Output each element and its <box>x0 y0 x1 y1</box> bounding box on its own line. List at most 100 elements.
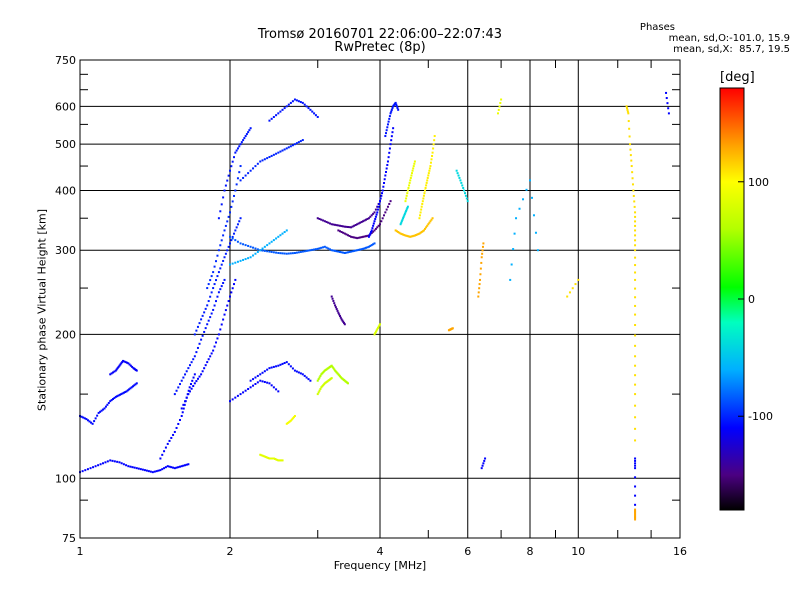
data-point <box>209 355 212 358</box>
x-tick-label: 8 <box>527 545 534 558</box>
data-point <box>268 367 271 370</box>
data-point <box>234 151 237 154</box>
data-point <box>220 323 223 326</box>
data-point <box>216 337 219 340</box>
data-point <box>316 217 319 220</box>
data-point <box>168 439 171 442</box>
data-point <box>213 283 216 286</box>
data-point <box>261 249 264 252</box>
data-point <box>223 229 226 232</box>
data-point <box>634 464 637 467</box>
data-point <box>425 184 428 187</box>
data-point <box>353 224 356 227</box>
data-point <box>376 208 379 211</box>
data-point <box>230 239 233 242</box>
data-point <box>399 223 402 226</box>
data-point <box>131 466 134 469</box>
data-point <box>634 211 637 214</box>
data-point <box>384 132 387 135</box>
data-point <box>243 137 246 140</box>
data-point <box>256 162 259 165</box>
data-point <box>239 217 242 220</box>
data-point <box>380 220 383 223</box>
data-point <box>433 139 436 142</box>
data-point <box>634 503 637 506</box>
data-point <box>287 103 290 106</box>
data-point <box>313 112 316 115</box>
data-point <box>428 167 431 170</box>
data-point <box>122 359 125 362</box>
data-point <box>175 466 178 469</box>
data-point <box>275 114 278 117</box>
data-point <box>386 205 389 208</box>
data-point <box>384 174 387 177</box>
data-point <box>299 250 302 253</box>
data-point <box>376 327 379 330</box>
data-point <box>301 139 304 142</box>
data-point <box>133 466 136 469</box>
data-point <box>217 291 220 294</box>
data-point <box>342 320 345 323</box>
data-point <box>428 221 431 224</box>
data-point <box>301 101 304 104</box>
data-point <box>431 217 434 220</box>
data-point <box>346 251 349 254</box>
data-point <box>252 384 255 387</box>
data-point <box>135 467 138 470</box>
data-point <box>431 154 434 157</box>
data-point <box>479 278 482 281</box>
data-point <box>378 202 381 205</box>
data-point <box>259 373 262 376</box>
data-point <box>125 464 128 467</box>
data-point <box>395 103 398 106</box>
data-point <box>84 469 87 472</box>
data-point <box>337 224 340 227</box>
data-point <box>348 235 351 238</box>
data-point <box>166 442 169 445</box>
data-point <box>224 252 227 255</box>
data-point <box>121 361 124 364</box>
data-point <box>268 156 271 159</box>
data-point <box>200 318 203 321</box>
data-point <box>279 234 282 237</box>
data-point <box>102 408 105 411</box>
data-point <box>187 393 190 396</box>
data-point <box>173 467 176 470</box>
data-point <box>93 420 96 423</box>
data-point <box>333 302 336 305</box>
data-point <box>210 275 213 278</box>
data-point <box>206 323 209 326</box>
data-point <box>330 364 333 367</box>
data-point <box>363 219 366 222</box>
data-point <box>451 327 454 330</box>
data-point <box>130 386 133 389</box>
data-point <box>370 244 373 247</box>
data-point <box>461 184 464 187</box>
data-point <box>85 418 88 421</box>
data-point <box>234 261 237 264</box>
data-point <box>405 234 408 237</box>
data-point <box>254 383 257 386</box>
data-point <box>421 202 424 205</box>
data-point <box>405 197 408 200</box>
data-point <box>216 254 219 257</box>
data-point <box>512 248 515 251</box>
data-point <box>104 461 107 464</box>
data-point <box>299 140 302 143</box>
data-point <box>118 461 121 464</box>
data-point <box>238 171 241 174</box>
data-point <box>332 249 335 252</box>
data-point <box>215 260 218 263</box>
data-point <box>82 416 85 419</box>
data-point <box>236 223 239 226</box>
data-point <box>305 376 308 379</box>
data-point <box>483 459 486 462</box>
data-point <box>627 120 630 123</box>
data-point <box>252 246 255 249</box>
data-point <box>388 117 391 120</box>
data-point <box>343 225 346 228</box>
data-point <box>665 91 668 94</box>
grid-lines <box>80 60 680 538</box>
data-point <box>330 377 333 380</box>
data-point <box>229 242 231 245</box>
